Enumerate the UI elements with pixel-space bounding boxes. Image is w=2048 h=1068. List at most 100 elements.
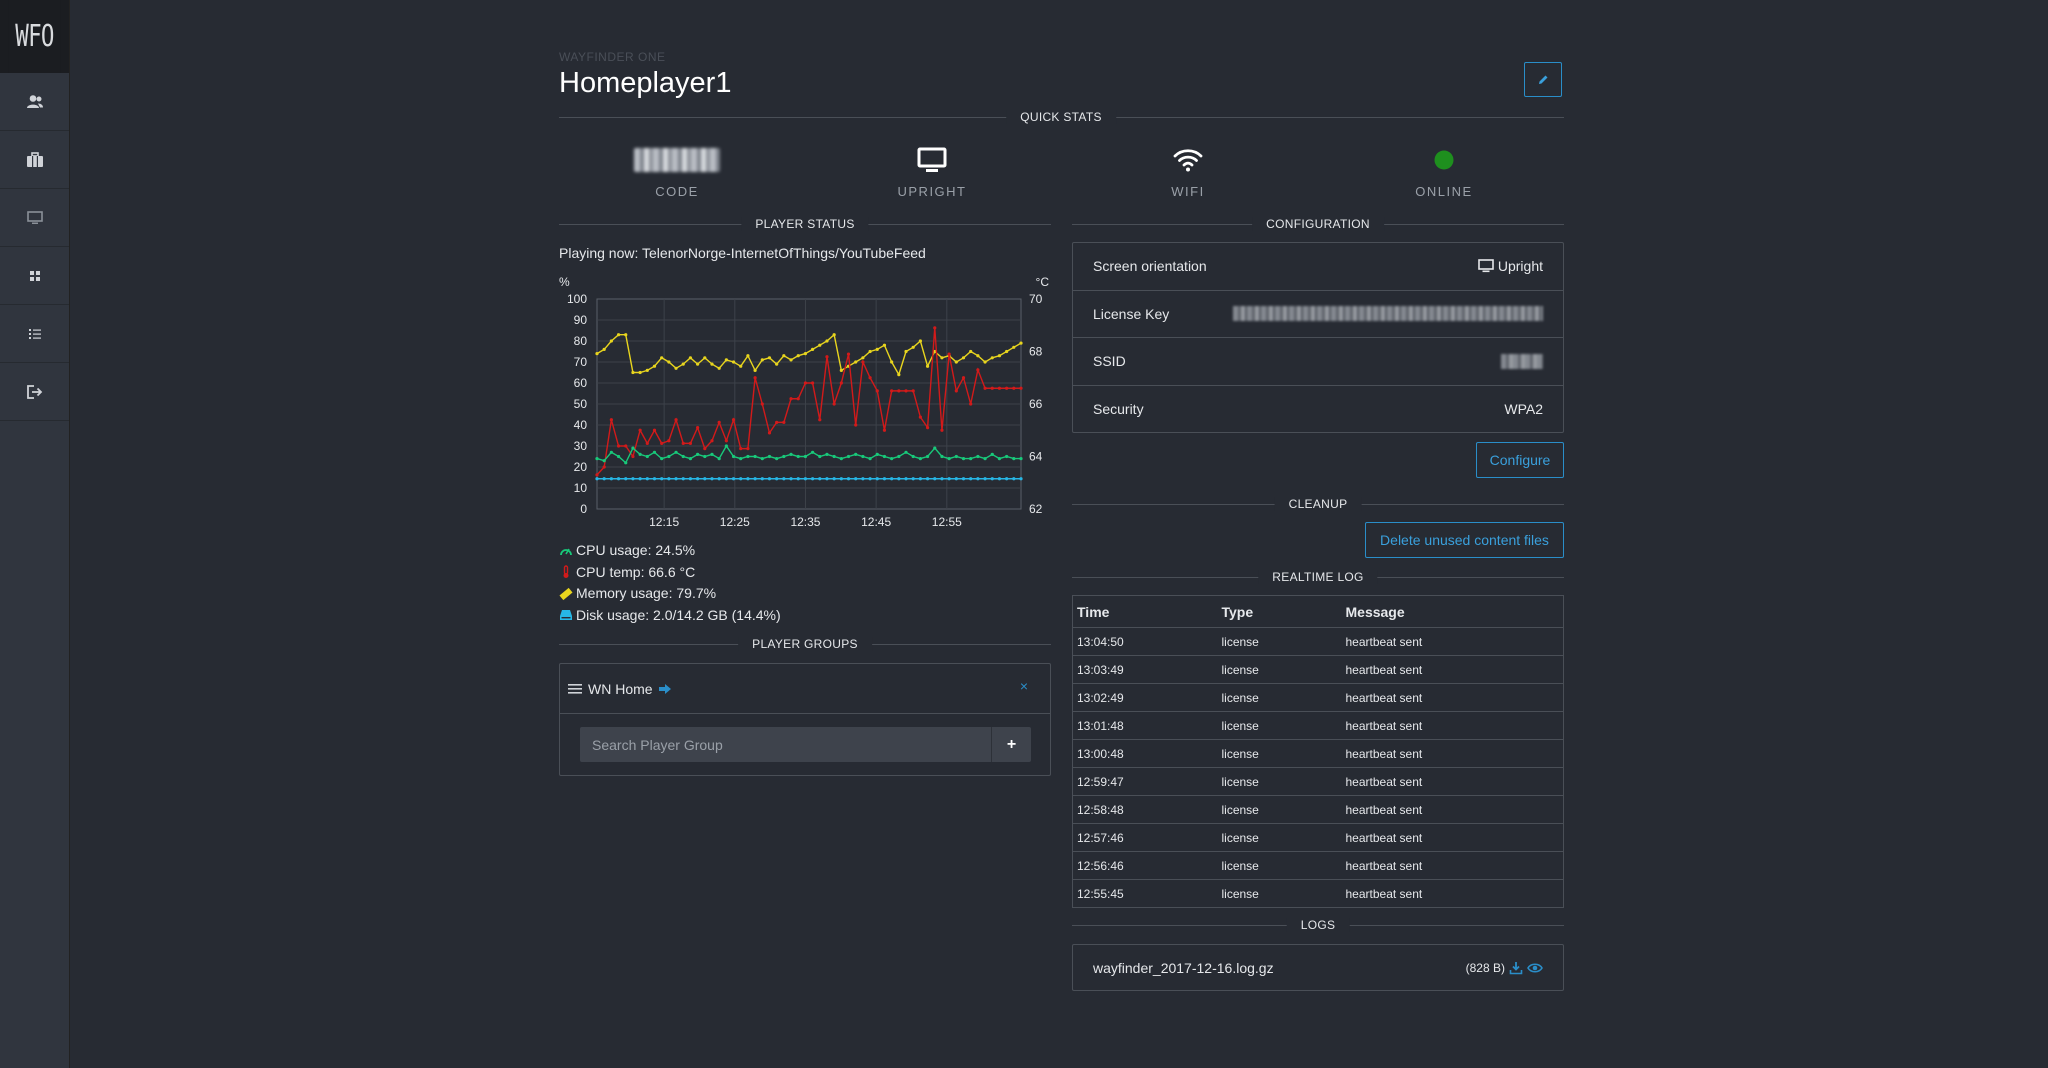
data-point-disk-usage	[818, 477, 822, 481]
data-point-cpu-usage	[775, 457, 779, 461]
data-point-cpu-temp	[595, 473, 599, 477]
data-point-cpu-temp	[1005, 386, 1009, 390]
add-group-button[interactable]: +	[991, 727, 1031, 762]
arrow-right-icon[interactable]	[658, 683, 672, 695]
logo-container[interactable]: WFO	[0, 0, 69, 73]
data-point-cpu-usage	[832, 454, 836, 459]
player-groups-heading: PLAYER GROUPS	[738, 637, 872, 651]
data-point-disk-usage	[882, 477, 887, 481]
data-point-memory-usage	[796, 354, 800, 358]
group-name[interactable]: WN Home	[588, 680, 653, 697]
log-type: license	[1217, 851, 1342, 880]
realtime-log-heading: REALTIME LOG	[1258, 570, 1378, 584]
data-point-cpu-temp	[602, 465, 606, 469]
data-point-memory-usage	[660, 356, 664, 360]
eye-icon[interactable]	[1527, 962, 1543, 974]
data-point-cpu-usage	[1005, 454, 1009, 459]
data-point-cpu-usage	[925, 454, 930, 459]
data-point-cpu-usage	[652, 450, 657, 454]
data-point-memory-usage	[976, 354, 980, 358]
data-point-cpu-temp	[976, 368, 980, 372]
data-point-disk-usage	[1005, 477, 1009, 481]
logout-icon	[26, 384, 42, 399]
data-point-cpu-usage	[954, 454, 958, 459]
data-point-disk-usage	[854, 477, 858, 481]
data-point-memory-usage	[624, 333, 628, 337]
data-point-memory-usage	[832, 333, 836, 337]
column-header-message: Message	[1341, 595, 1564, 628]
log-type: license	[1217, 683, 1342, 712]
data-point-memory-usage	[638, 370, 642, 375]
upright-label: UPRIGHT	[897, 184, 967, 199]
data-point-cpu-temp	[724, 439, 728, 443]
sidebar-item-logout[interactable]	[0, 363, 69, 421]
data-point-cpu-temp	[645, 441, 649, 445]
data-point-memory-usage	[710, 362, 714, 366]
left-axis-unit: %	[559, 275, 570, 289]
data-point-memory-usage	[810, 347, 815, 351]
data-point-cpu-usage	[976, 454, 980, 459]
download-icon[interactable]	[1509, 961, 1523, 975]
configure-button[interactable]: Configure	[1476, 442, 1564, 478]
data-point-cpu-temp	[825, 355, 829, 359]
remove-group-button[interactable]: ×	[1019, 678, 1028, 694]
log-type: license	[1217, 739, 1342, 768]
disk-usage-text: Disk usage: 2.0/14.2 GB (14.4%)	[576, 606, 781, 623]
data-point-cpu-temp	[652, 428, 657, 432]
data-point-cpu-usage	[947, 457, 951, 461]
log-message: heartbeat sent	[1341, 711, 1564, 740]
data-point-memory-usage	[681, 362, 685, 366]
sidebar-item-list[interactable]	[0, 305, 69, 363]
edit-button[interactable]	[1524, 62, 1562, 97]
config-row-license: License Key	[1073, 291, 1563, 338]
search-player-group-input[interactable]	[580, 727, 991, 762]
log-message: heartbeat sent	[1341, 683, 1564, 712]
log-type: license	[1217, 795, 1342, 824]
data-point-cpu-usage	[724, 444, 728, 448]
table-header-row: Time Type Message	[1072, 595, 1564, 628]
data-point-memory-usage	[652, 364, 657, 368]
data-point-cpu-temp	[703, 447, 707, 451]
data-point-memory-usage	[1005, 349, 1009, 354]
disk-icon	[560, 610, 572, 621]
data-point-memory-usage	[890, 360, 894, 364]
y2-tick-label: 66	[1029, 397, 1043, 411]
data-point-memory-usage	[911, 345, 915, 349]
data-point-memory-usage	[990, 356, 994, 360]
data-point-memory-usage	[969, 349, 973, 354]
data-point-cpu-usage	[997, 457, 1002, 461]
data-point-cpu-temp	[753, 376, 757, 380]
data-point-disk-usage	[624, 477, 628, 481]
log-type: license	[1217, 823, 1342, 852]
table-row: 12:59:47 license heartbeat sent	[1072, 767, 1564, 796]
license-key-redacted	[1233, 306, 1543, 322]
data-point-disk-usage	[746, 477, 750, 481]
data-point-cpu-usage	[731, 454, 736, 459]
data-point-disk-usage	[846, 477, 851, 481]
data-point-memory-usage	[954, 360, 958, 364]
log-type: license	[1221, 886, 1259, 901]
data-point-cpu-temp	[789, 397, 793, 401]
data-point-memory-usage	[688, 356, 693, 360]
data-point-memory-usage	[875, 347, 879, 351]
data-point-cpu-temp	[854, 423, 858, 427]
sidebar-item-briefcase[interactable]	[0, 131, 69, 189]
y2-tick-label: 62	[1029, 502, 1043, 516]
data-point-memory-usage	[602, 347, 606, 351]
delete-unused-button[interactable]: Delete unused content files	[1365, 522, 1564, 558]
sidebar-item-apps[interactable]	[0, 247, 69, 305]
data-point-disk-usage	[796, 477, 800, 481]
log-file-name: wayfinder_2017-12-16.log.gz	[1093, 959, 1274, 976]
config-value: Upright	[1478, 258, 1543, 274]
data-point-memory-usage	[961, 356, 966, 360]
log-type: license	[1217, 627, 1342, 656]
sidebar-item-users[interactable]	[0, 73, 69, 131]
data-point-cpu-temp	[969, 402, 973, 406]
data-point-disk-usage	[616, 477, 621, 481]
drag-handle-icon[interactable]	[568, 683, 582, 695]
data-point-cpu-usage	[616, 454, 621, 459]
sidebar-item-screens[interactable]	[0, 189, 69, 247]
page-title: Homeplayer1	[559, 67, 732, 99]
data-point-memory-usage	[825, 339, 829, 343]
app-logo[interactable]: WFO	[8, 0, 61, 73]
